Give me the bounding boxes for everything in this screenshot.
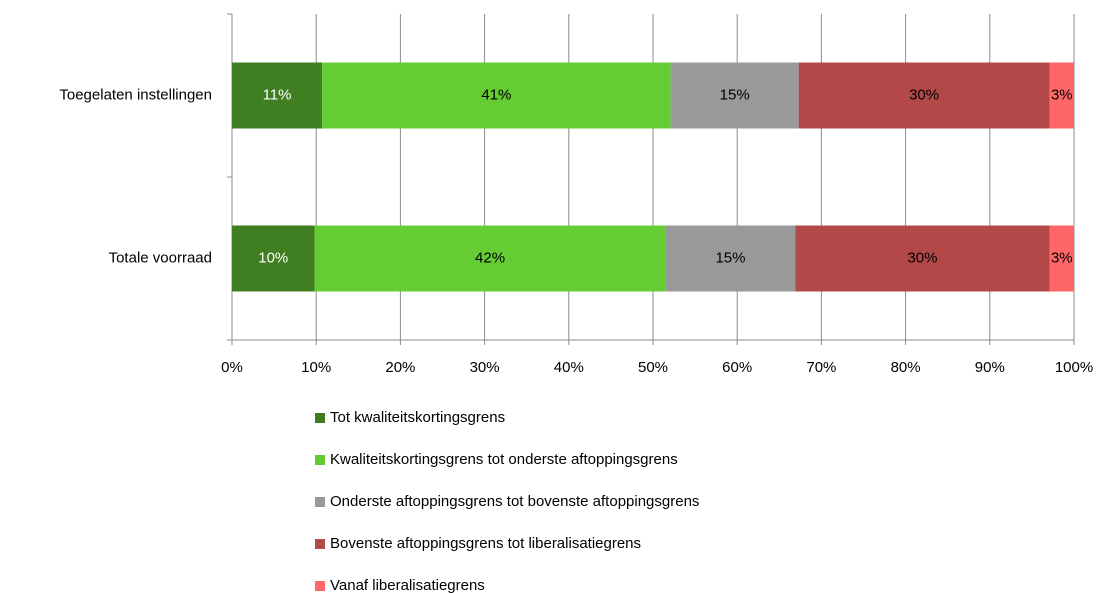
data-label: 42% — [475, 249, 505, 266]
legend-label: Vanaf liberalisatiegrens — [330, 577, 485, 593]
x-tick-label: 30% — [470, 359, 500, 376]
data-label: 15% — [720, 86, 750, 103]
legend-label: Bovenste aftoppingsgrens tot liberalisat… — [330, 535, 641, 552]
legend-swatch — [315, 413, 325, 423]
bar-segment — [1049, 62, 1074, 129]
bar-segment — [670, 62, 799, 129]
x-tick-label: 70% — [806, 359, 836, 376]
bar-segment — [314, 225, 666, 292]
legend-label: Tot kwaliteitskortingsgrens — [330, 409, 505, 426]
legend-label: Kwaliteitskortingsgrens tot onderste aft… — [330, 451, 678, 468]
legend-label: Onderste aftoppingsgrens tot bovenste af… — [330, 493, 699, 510]
bar-segment — [1049, 225, 1074, 292]
bar-segment — [795, 225, 1050, 292]
x-tick-label: 0% — [221, 359, 243, 376]
x-tick-label: 20% — [385, 359, 415, 376]
legend-swatch — [315, 455, 325, 465]
x-tick-label: 40% — [554, 359, 584, 376]
x-tick-label: 100% — [1055, 359, 1093, 376]
bar-segment — [232, 225, 315, 292]
data-label: 15% — [715, 249, 745, 266]
data-label: 30% — [907, 249, 937, 266]
x-tick-label: 50% — [638, 359, 668, 376]
data-label: 3% — [1051, 249, 1073, 266]
x-tick-label: 10% — [301, 359, 331, 376]
legend-swatch — [315, 581, 325, 591]
data-label: 30% — [909, 86, 939, 103]
bar-segment — [322, 62, 671, 129]
legend-swatch — [315, 497, 325, 507]
y-tick-label: Toegelaten instellingen — [59, 86, 212, 103]
data-label: 11% — [263, 86, 292, 103]
y-tick-label: Totale voorraad — [109, 249, 212, 266]
data-label: 10% — [258, 249, 288, 266]
data-label: 41% — [481, 86, 511, 103]
x-tick-label: 90% — [975, 359, 1005, 376]
bar-segment — [665, 225, 796, 292]
data-label: 3% — [1051, 86, 1073, 103]
bar-segment — [232, 62, 323, 129]
x-tick-label: 80% — [891, 359, 921, 376]
bar-segment — [798, 62, 1050, 129]
x-tick-label: 60% — [722, 359, 752, 376]
legend-swatch — [315, 539, 325, 549]
